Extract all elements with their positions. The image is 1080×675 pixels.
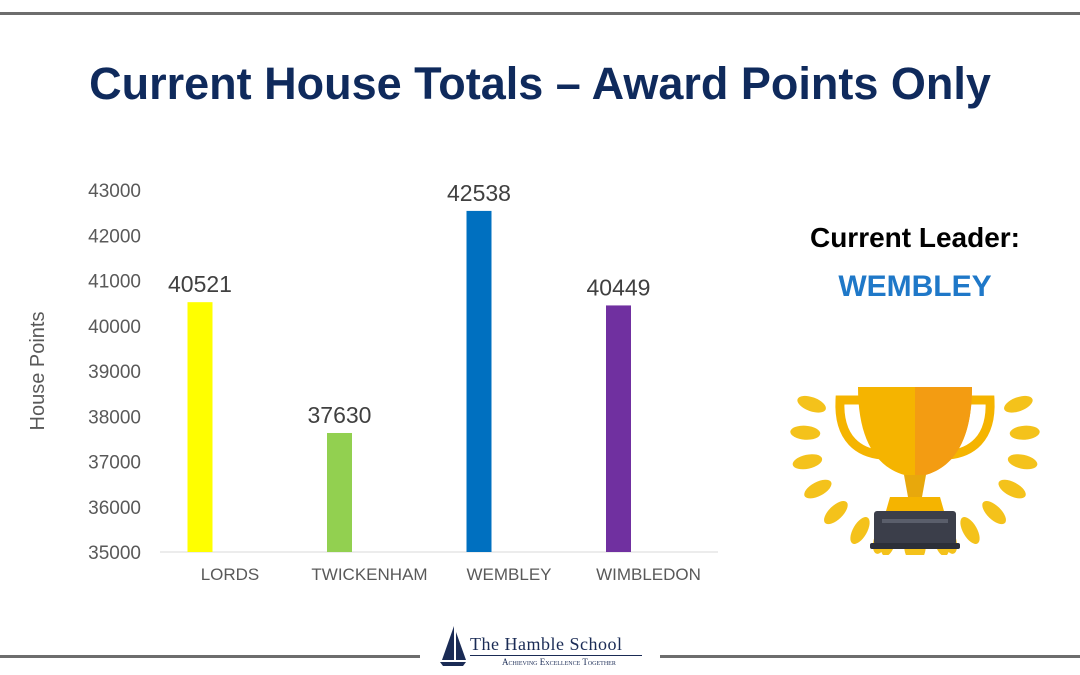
data-label: 40521 — [168, 271, 232, 297]
data-label: 42538 — [447, 180, 511, 206]
y-tick-label: 39000 — [88, 362, 141, 383]
school-name: The Hamble School — [470, 634, 623, 654]
laurel-leaf — [982, 501, 1006, 525]
x-tick-label: WEMBLEY — [466, 565, 551, 584]
bottom-divider-right — [660, 655, 1080, 658]
logo-divider — [470, 655, 642, 656]
y-tick-label: 38000 — [88, 407, 141, 428]
laurel-leaf — [804, 479, 832, 499]
y-axis-label: House Points — [27, 312, 49, 431]
laurel-leaf — [960, 517, 980, 544]
bar-wimbledon — [606, 305, 631, 552]
current-leader-heading: Current Leader: — [809, 222, 1021, 253]
trophy-icon — [790, 387, 1040, 555]
data-label: 40449 — [587, 274, 651, 300]
y-tick-label: 35000 — [88, 543, 141, 564]
school-logo: The Hamble School Achieving Excellence T… — [438, 624, 658, 670]
x-tick-label: WIMBLEDON — [596, 565, 701, 584]
laurel-leaf — [1007, 454, 1038, 470]
laurel-leaf — [797, 395, 826, 413]
laurel-leaf — [792, 454, 823, 470]
laurel-leaf — [998, 479, 1026, 499]
data-label: 37630 — [308, 402, 372, 428]
y-tick-label: 40000 — [88, 317, 141, 338]
current-leader-name: WEMBLEY — [838, 270, 992, 303]
school-tagline: Achieving Excellence Together — [502, 657, 616, 667]
laurel-leaf — [850, 517, 870, 544]
y-tick-label: 41000 — [88, 272, 141, 293]
bar-lords — [187, 302, 213, 552]
x-tick-label: LORDS — [201, 565, 260, 584]
sailboat-logo-icon — [440, 626, 466, 666]
laurel-leaf — [1004, 395, 1033, 413]
laurel-leaf — [790, 425, 821, 440]
top-divider — [0, 12, 1080, 15]
bar-wembley — [466, 210, 492, 552]
laurel-leaf — [1009, 425, 1040, 440]
y-tick-label: 37000 — [88, 453, 141, 474]
page-title: Current House Totals – Award Points Only — [89, 58, 991, 109]
bar-twickenham — [327, 432, 352, 552]
bottom-divider-left — [0, 655, 420, 658]
y-tick-label: 43000 — [88, 181, 141, 202]
house-points-bar-chart: House Points 35000 36000 37000 38000 39000 400… — [27, 180, 718, 584]
laurel-leaf — [824, 501, 848, 525]
y-tick-label: 42000 — [88, 226, 141, 247]
x-tick-label: TWICKENHAM — [311, 565, 427, 584]
y-tick-label: 36000 — [88, 498, 141, 519]
